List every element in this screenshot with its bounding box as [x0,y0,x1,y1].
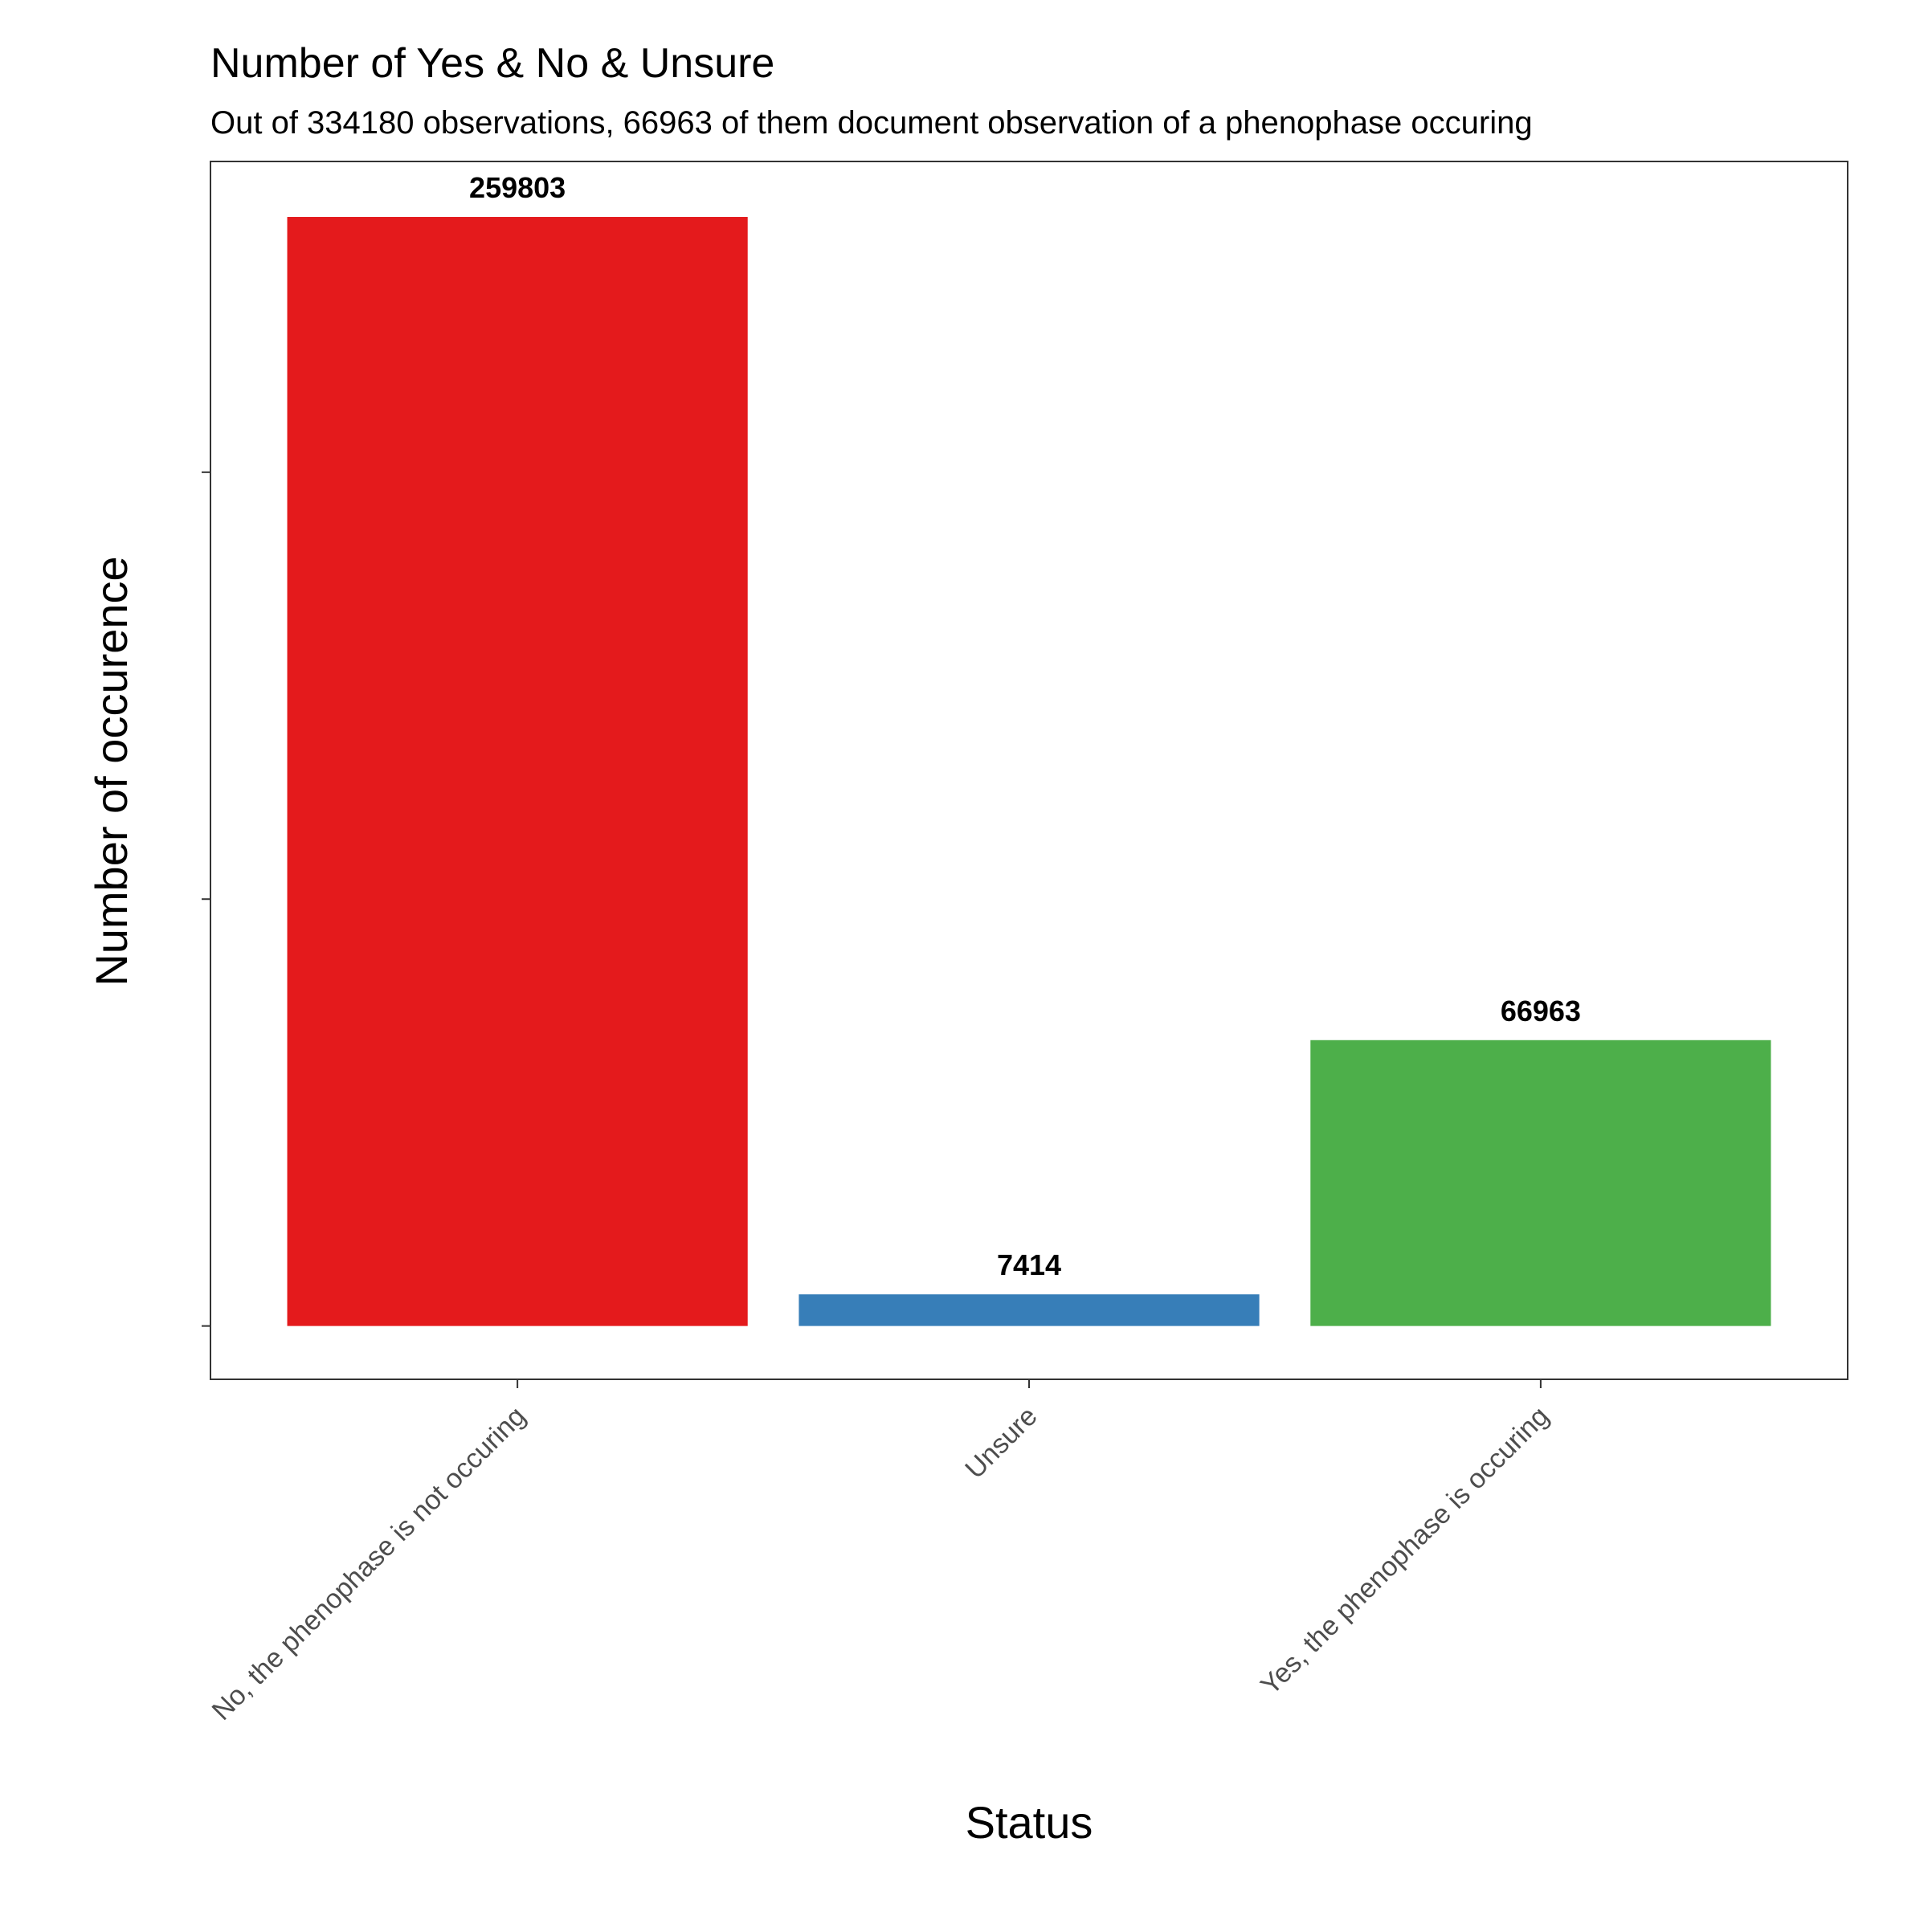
y-axis-ticks [202,471,210,1327]
y-axis-title: Number of occurence [86,556,137,986]
bar-unsure [799,1294,1260,1326]
data-label-no-the-phenophase-is-not-occuring: 259803 [469,171,566,204]
data-label-unsure: 7414 [997,1248,1061,1281]
bar-labels-layer: 259803 7414 66963 [469,171,1581,1281]
x-axis-title: Status [966,1797,1093,1848]
chart-title: Number of Yes & No & Unsure [210,40,774,87]
bars-layer [287,217,1771,1326]
bar-no-the-phenophase-is-not-occuring [287,217,748,1326]
bar-yes-the-phenophase-is-occuring [1310,1040,1771,1326]
x-axis-ticks [517,1379,1542,1388]
data-label-yes-the-phenophase-is-occuring: 66963 [1501,995,1581,1027]
chart-subtitle: Out of 334180 observations, 66963 of the… [210,105,1533,141]
